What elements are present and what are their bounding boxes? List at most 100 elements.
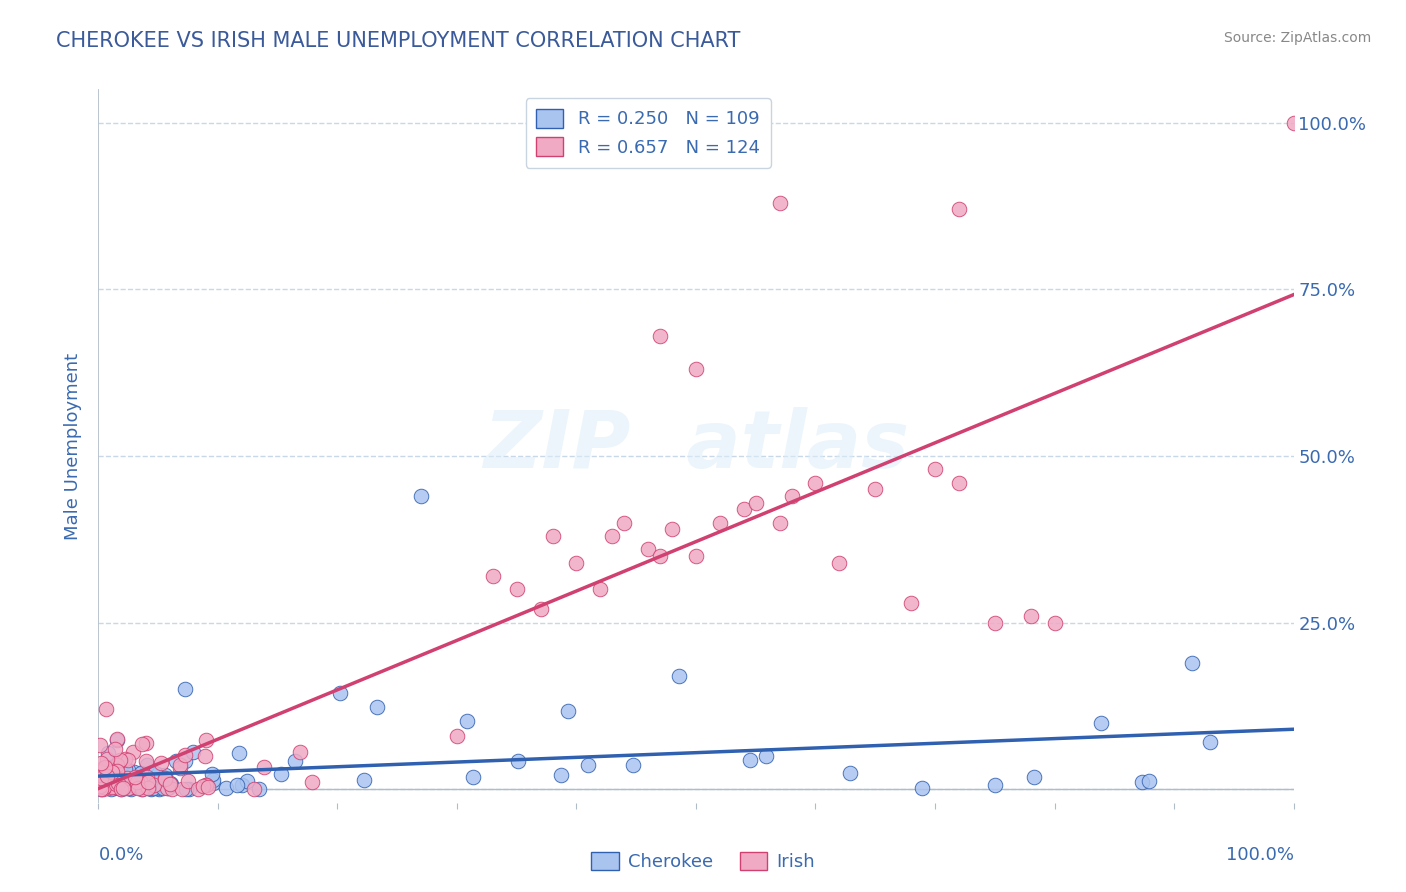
Point (94, 773, 117, 788)
Point (105, 780, 128, 794)
Point (613, 516, 636, 530)
Point (709, 516, 731, 530)
Point (141, 782, 163, 797)
Point (93, 761, 115, 775)
Point (112, 777, 135, 791)
Point (159, 776, 181, 790)
Point (195, 733, 218, 747)
Point (110, 782, 132, 797)
Point (169, 760, 191, 774)
Point (159, 777, 181, 791)
Point (353, 773, 375, 788)
Point (101, 780, 124, 794)
Point (135, 736, 157, 750)
Point (105, 780, 128, 794)
Point (115, 776, 138, 790)
Point (108, 764, 131, 779)
Point (668, 669, 690, 683)
Point (117, 780, 139, 795)
Point (117, 780, 139, 794)
Point (1090, 715, 1112, 730)
Point (228, 746, 250, 760)
Point (105, 764, 128, 778)
Text: ZIP  atlas: ZIP atlas (482, 407, 910, 485)
Point (107, 754, 129, 768)
Point (301, 775, 323, 789)
Point (118, 780, 141, 795)
Point (117, 777, 139, 791)
Point (1130, 775, 1153, 789)
Point (107, 776, 129, 790)
Point (125, 777, 148, 791)
Point (136, 780, 159, 795)
Point (506, 582, 529, 597)
Point (828, 556, 851, 570)
Point (156, 780, 179, 795)
Point (755, 749, 778, 764)
Legend: R = 0.250   N = 109, R = 0.657   N = 124: R = 0.250 N = 109, R = 0.657 N = 124 (526, 98, 770, 168)
Point (948, 202, 970, 217)
Point (215, 780, 238, 795)
Point (768, 516, 790, 530)
Point (201, 766, 224, 780)
Text: Source: ZipAtlas.com: Source: ZipAtlas.com (1223, 31, 1371, 45)
Point (159, 777, 181, 791)
Point (685, 549, 707, 563)
Point (165, 755, 187, 769)
Point (110, 767, 132, 781)
Point (124, 775, 146, 789)
Point (136, 775, 159, 789)
Point (160, 782, 183, 797)
Point (87, 770, 110, 784)
Point (900, 596, 922, 610)
Point (97, 746, 120, 760)
Point (96, 769, 118, 783)
Point (90, 764, 112, 779)
Point (117, 753, 139, 767)
Point (114, 780, 136, 795)
Point (529, 602, 551, 616)
Point (120, 779, 142, 793)
Point (329, 685, 352, 699)
Point (89, 779, 111, 793)
Point (984, 778, 1007, 792)
Point (94, 769, 117, 783)
Point (115, 770, 138, 784)
Point (98, 776, 121, 790)
Point (155, 772, 177, 786)
Point (91, 781, 114, 796)
Point (661, 522, 683, 536)
Point (621, 757, 644, 772)
Point (1043, 615, 1066, 630)
Point (1019, 609, 1042, 624)
Point (142, 766, 165, 780)
Point (120, 781, 142, 796)
Point (149, 767, 172, 781)
Point (153, 768, 176, 782)
Point (110, 781, 132, 796)
Point (91, 767, 114, 781)
Point (122, 780, 145, 795)
Point (172, 781, 194, 796)
Point (194, 748, 217, 763)
Point (456, 714, 478, 729)
Point (1199, 735, 1222, 749)
Point (738, 753, 761, 767)
Point (121, 771, 143, 785)
Point (768, 195, 790, 210)
Point (226, 778, 249, 792)
Point (157, 781, 180, 796)
Point (576, 758, 599, 772)
Point (100, 782, 122, 797)
Point (114, 752, 136, 766)
Point (105, 771, 128, 785)
Point (90, 762, 112, 776)
Point (89, 738, 111, 752)
Point (94, 775, 117, 789)
Point (93, 780, 115, 795)
Point (202, 776, 225, 790)
Point (127, 780, 149, 795)
Point (142, 780, 165, 795)
Point (107, 731, 129, 746)
Point (114, 762, 136, 776)
